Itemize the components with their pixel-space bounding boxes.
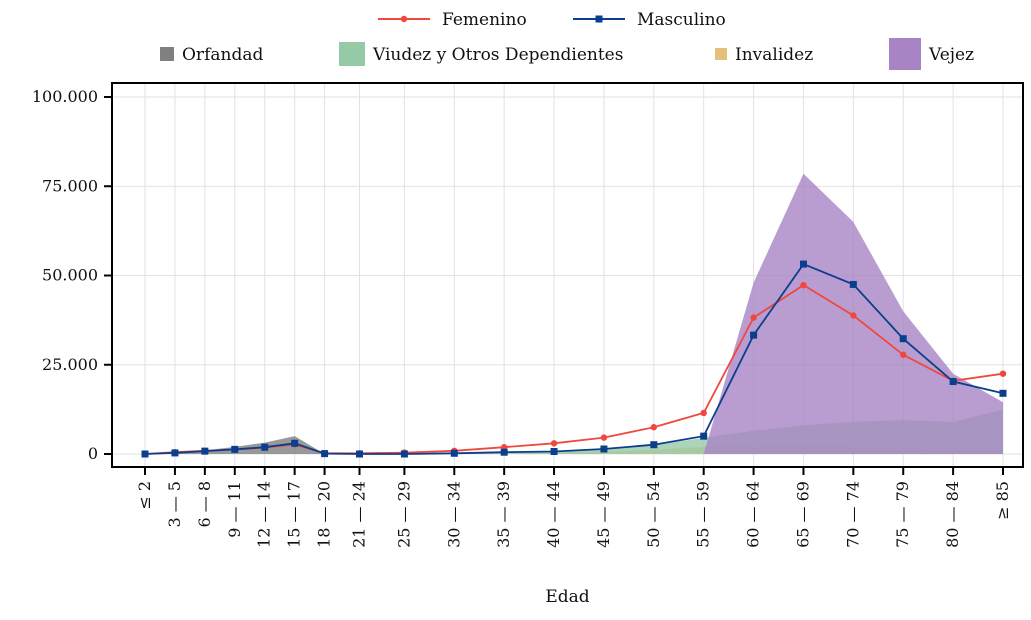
x-tick-label: ≥ 85 [993, 481, 1012, 520]
y-tick-label: 25.000 [42, 355, 98, 374]
area-orfandad [145, 436, 1003, 454]
x-tick-label: 9 — 11 [225, 481, 244, 538]
point-femenino [750, 314, 757, 321]
x-tick-label: 60 — 64 [744, 481, 763, 548]
point-femenino [550, 440, 558, 447]
point-masculino [700, 432, 708, 440]
legend-label-vejez: Vejez [928, 45, 974, 65]
y-tick-label: 50.000 [42, 266, 98, 285]
point-masculino [231, 445, 239, 453]
point-masculino [141, 450, 149, 458]
point-masculino [999, 389, 1007, 397]
x-axis-title: Edad [545, 587, 589, 607]
area-vejez [145, 173, 1003, 455]
area-layers [145, 173, 1003, 455]
x-tick-label: 30 — 34 [444, 481, 463, 548]
point-femenino [900, 351, 907, 358]
point-masculino [849, 280, 857, 288]
point-masculino [799, 260, 807, 268]
point-masculino [356, 450, 363, 458]
point-femenino [600, 434, 608, 441]
x-tick-label: 80 — 84 [943, 481, 962, 548]
x-tick-label: 40 — 44 [544, 481, 563, 548]
legend-label-invalidez: Invalidez [735, 45, 813, 65]
x-tick-label: ≤ 2 [135, 481, 154, 510]
x-tick-label: 6 — 8 [195, 481, 214, 528]
legend-marker-masculino [595, 15, 603, 23]
point-femenino [700, 409, 707, 417]
legend-marker-femenino [400, 15, 408, 23]
point-femenino [850, 312, 857, 319]
x-tick-label: 45 — 49 [594, 481, 613, 548]
point-masculino [949, 378, 957, 386]
point-masculino [750, 331, 758, 339]
x-tick-label: 35 — 39 [494, 481, 513, 548]
point-masculino [650, 441, 658, 449]
legend-label-masculino: Masculino [637, 10, 726, 30]
x-tick-label: 70 — 74 [843, 481, 862, 548]
point-masculino [550, 448, 558, 456]
point-masculino [291, 439, 299, 447]
legend-label-orfandad: Orfandad [182, 45, 263, 65]
x-tick-label: 15 — 17 [285, 481, 304, 548]
y-tick-label: 0 [88, 444, 98, 463]
point-masculino [321, 450, 329, 458]
legend-label-viudez-y-otros-dependientes: Viudez y Otros Dependientes [372, 45, 623, 65]
legend-swatch-invalidez [715, 48, 727, 60]
point-masculino [171, 449, 179, 457]
point-masculino [201, 447, 209, 455]
point-masculino [899, 335, 907, 343]
legend-swatch-viudez-y-otros-dependientes [339, 42, 365, 66]
point-femenino [999, 370, 1007, 377]
legend-swatch-vejez [889, 38, 921, 70]
x-tick-label: 3 — 5 [165, 481, 184, 528]
x-tick-label: 21 — 24 [350, 481, 369, 548]
y-tick-label: 100.000 [32, 87, 98, 106]
x-tick-label: 50 — 54 [644, 481, 663, 548]
x-tick-label: 18 — 20 [315, 481, 334, 548]
point-masculino [400, 450, 408, 458]
point-masculino [450, 449, 458, 457]
point-femenino [800, 281, 807, 289]
x-tick-label: 55 — 59 [694, 481, 713, 548]
x-tick-label: 75 — 79 [893, 481, 912, 548]
point-masculino [500, 448, 508, 456]
legend: Femenino Masculino Orfandad Viudez y Otros … [160, 10, 974, 70]
x-tick-label: 12 — 14 [255, 481, 274, 548]
line-series [141, 260, 1007, 458]
point-masculino [261, 443, 269, 451]
x-tick-label: 65 — 69 [793, 481, 812, 548]
point-femenino [650, 424, 658, 431]
legend-swatch-orfandad [160, 47, 174, 61]
legend-label-femenino: Femenino [442, 10, 527, 30]
axes: 0 25.000 50.000 75.000 100.000 ≤ 2 3 — 5 6 — 8 9… [32, 82, 1024, 548]
x-tick-label: 25 — 29 [394, 481, 413, 548]
y-tick-label: 75.000 [42, 176, 98, 195]
point-masculino [600, 445, 608, 453]
